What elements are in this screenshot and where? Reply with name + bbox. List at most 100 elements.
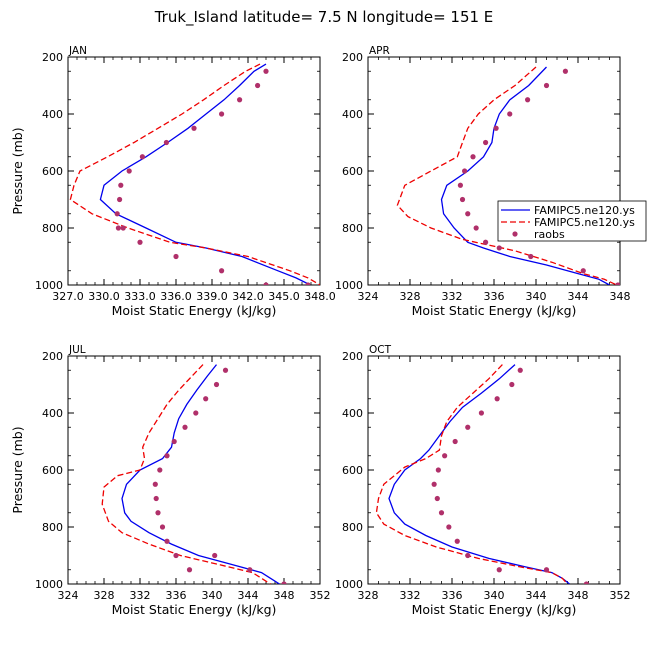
raobs-point xyxy=(193,410,199,416)
raobs-point xyxy=(255,82,261,89)
x-tick-label: 340 xyxy=(202,589,223,602)
x-tick-label: 332 xyxy=(442,290,463,303)
raobs-point xyxy=(126,168,132,174)
raobs-point xyxy=(203,396,209,402)
y-tick-label: 1000 xyxy=(335,279,363,292)
y-tick-label: 800 xyxy=(342,521,363,534)
raobs-point xyxy=(496,567,502,573)
legend-label: FAMIPC5.ne120.ys xyxy=(534,216,635,229)
legend-raobs-marker xyxy=(512,231,518,237)
x-tick-label: 332 xyxy=(130,589,151,602)
model-line-solid xyxy=(440,66,610,285)
raobs-point xyxy=(182,424,188,430)
raobs-point xyxy=(120,225,126,231)
raobs-point xyxy=(442,453,448,459)
x-tick-label: 348 xyxy=(274,589,295,602)
x-tick-label: 336 xyxy=(166,589,187,602)
raobs-point xyxy=(509,381,515,388)
y-axis-label: Pressure (mb) xyxy=(10,127,25,214)
model-line-dashed xyxy=(375,364,568,584)
raobs-point xyxy=(186,567,193,573)
raobs-point xyxy=(212,552,218,559)
y-tick-label: 600 xyxy=(42,165,63,178)
raobs-point xyxy=(459,196,466,203)
panel-label: JAN xyxy=(68,45,87,57)
raobs-point xyxy=(434,495,440,502)
x-tick-label: 340 xyxy=(484,589,505,602)
y-tick-label: 600 xyxy=(342,464,363,477)
raobs-point xyxy=(483,139,489,146)
raobs-point xyxy=(562,68,569,74)
raobs-point xyxy=(191,125,197,131)
x-tick-label: 344 xyxy=(526,589,547,602)
y-tick-label: 200 xyxy=(42,51,63,64)
x-tick-label: 348.0 xyxy=(304,290,336,303)
x-axis-label: Moist Static Energy (kJ/kg) xyxy=(112,303,277,318)
x-tick-label: 348 xyxy=(610,290,631,303)
raobs-point xyxy=(583,581,589,584)
model-line-solid xyxy=(121,364,280,584)
y-tick-label: 1000 xyxy=(35,578,63,591)
raobs-point xyxy=(543,567,550,573)
raobs-point xyxy=(483,239,489,245)
raobs-point xyxy=(462,168,468,174)
raobs-point xyxy=(517,367,523,373)
raobs-point xyxy=(263,282,269,285)
panel-label: APR xyxy=(369,45,390,57)
raobs-point xyxy=(615,282,620,285)
x-tick-label: 332 xyxy=(400,589,421,602)
raobs-point xyxy=(164,538,170,544)
y-tick-label: 200 xyxy=(342,51,363,64)
series-group xyxy=(375,364,589,584)
raobs-point xyxy=(219,111,225,117)
raobs-point xyxy=(263,68,269,74)
model-line-solid xyxy=(388,364,571,584)
y-tick-label: 600 xyxy=(42,464,63,477)
x-axis-label: Moist Static Energy (kJ/kg) xyxy=(412,602,577,617)
x-tick-label: 328 xyxy=(400,290,421,303)
x-tick-label: 340 xyxy=(526,290,547,303)
raobs-point xyxy=(305,282,311,285)
raobs-point xyxy=(452,438,458,445)
series-group xyxy=(396,66,620,285)
raobs-point xyxy=(496,245,502,251)
raobs-point xyxy=(159,524,166,530)
panel-oct: OCT 328 332 336 340 344 348 352 200 400 600 800 1000… xyxy=(335,344,631,617)
series-group xyxy=(101,364,287,584)
model-line-dashed xyxy=(101,364,271,584)
raobs-point xyxy=(446,524,452,530)
x-tick-label: 342.0 xyxy=(232,290,264,303)
x-tick-label: 336 xyxy=(442,589,463,602)
raobs-point xyxy=(222,367,229,373)
raobs-point xyxy=(153,495,159,502)
raobs-point xyxy=(157,467,163,473)
x-tick-label: 339.0 xyxy=(196,290,228,303)
x-tick-label: 336 xyxy=(484,290,505,303)
panel-label: JUL xyxy=(68,344,86,356)
raobs-point xyxy=(115,225,121,231)
raobs-point xyxy=(219,268,225,274)
panels: JAN 327.0 330.0 333.0 336.0 339.0 342.0 345.0 34… xyxy=(10,45,647,617)
x-tick-label: 344 xyxy=(238,589,259,602)
raobs-point xyxy=(507,111,513,117)
x-axis-label: Moist Static Energy (kJ/kg) xyxy=(112,602,277,617)
raobs-point xyxy=(139,154,145,160)
legend-label: FAMIPC5.ne120.ys xyxy=(534,204,635,217)
model-line-dashed xyxy=(396,66,618,285)
raobs-point xyxy=(580,268,586,274)
raobs-point xyxy=(465,552,471,559)
raobs-point xyxy=(525,97,531,103)
raobs-point xyxy=(152,481,158,487)
raobs-point xyxy=(543,82,550,89)
raobs-point xyxy=(213,381,220,388)
raobs-point xyxy=(435,467,441,473)
raobs-point xyxy=(465,211,471,217)
raobs-point xyxy=(118,182,124,188)
x-tick-label: 352 xyxy=(610,589,631,602)
x-tick-label: 345.0 xyxy=(268,290,300,303)
y-tick-label: 200 xyxy=(42,350,63,363)
raobs-point xyxy=(473,225,479,231)
y-tick-label: 400 xyxy=(342,407,363,420)
legend-label: raobs xyxy=(534,228,565,241)
